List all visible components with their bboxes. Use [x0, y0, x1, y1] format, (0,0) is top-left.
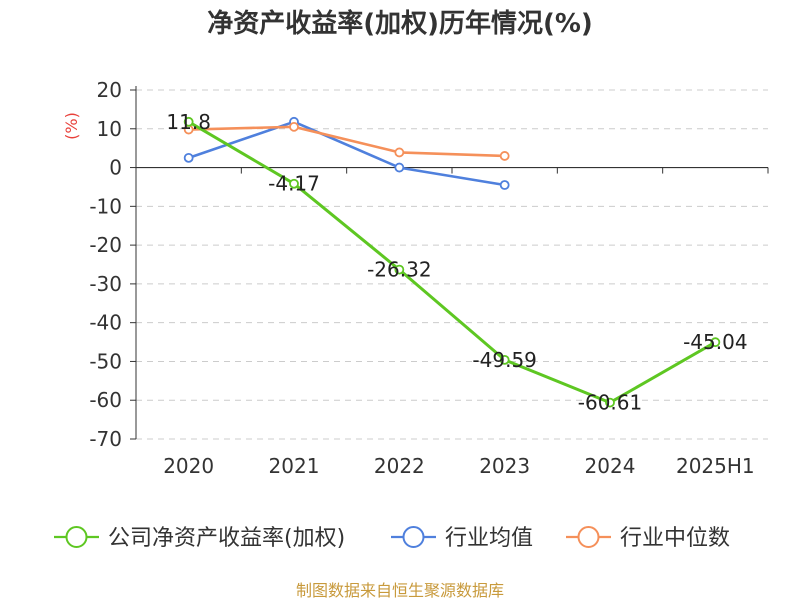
legend-label: 公司净资产收益率(加权) [108, 526, 345, 551]
y-axis-unit: (%) [62, 112, 81, 140]
data-point [394, 147, 405, 158]
axes [135, 86, 769, 439]
y-tick-label: -20 [89, 233, 122, 257]
data-point [289, 121, 299, 132]
x-tick-label: 2025H1 [676, 454, 755, 478]
data-label: -4.17 [268, 172, 320, 196]
x-tick-label: 2020 [163, 454, 214, 478]
legend-marker [402, 526, 425, 548]
series-line-1 [188, 120, 505, 187]
series-group [183, 116, 721, 408]
x-tick-label: 2024 [585, 454, 636, 478]
data-label: -60.61 [578, 391, 642, 415]
legend-label: 行业中位数 [620, 526, 730, 551]
data-point [394, 264, 405, 275]
x-axis-ticks: 2020 2021 2022 2023 2024 2025H1 [163, 454, 754, 478]
y-tick-label: -40 [89, 311, 122, 335]
data-label: 11.8 [166, 110, 211, 134]
y-tick-label: -10 [89, 194, 122, 218]
y-tick-label: -70 [89, 427, 122, 451]
data-labels: 11.8 -4.17 -26.32 -49.59 -60.61 -45.04 [166, 110, 747, 415]
legend-marker [65, 526, 88, 548]
y-axis-ticks: 20 10 0 -10 -20 -30 -40 -50 -60 -70 [89, 78, 136, 451]
data-point [499, 354, 510, 365]
y-tick-label: -30 [89, 272, 122, 296]
series-line-2 [188, 125, 505, 158]
y-tick-label: 10 [97, 117, 122, 141]
series-line-0 [187, 120, 717, 405]
data-point [183, 152, 194, 163]
y-tick-label: 20 [97, 78, 122, 102]
data-point [183, 116, 194, 127]
y-tick-label: -50 [89, 349, 122, 373]
data-label: -49.59 [472, 348, 536, 372]
legend: 公司净资产收益率(加权) 行业均值 行业中位数 [54, 526, 730, 551]
data-point [499, 151, 510, 161]
data-point [710, 337, 721, 348]
legend-label: 行业均值 [445, 526, 533, 551]
data-point [605, 397, 615, 408]
x-tick-label: 2021 [269, 454, 320, 478]
legend-marker [577, 526, 600, 548]
data-source: 制图数据来自恒生聚源数据库 [296, 581, 504, 600]
data-point [394, 162, 405, 173]
data-label: -26.32 [367, 258, 431, 282]
data-point [499, 180, 510, 190]
data-point [289, 178, 299, 189]
data-label: -45.04 [683, 330, 747, 354]
x-tick-label: 2023 [479, 454, 530, 478]
y-tick-label: 0 [109, 156, 122, 180]
y-tick-label: -60 [89, 388, 122, 412]
chart-title: 净资产收益率(加权)历年情况(%) [207, 8, 593, 39]
x-tick-label: 2022 [374, 454, 425, 478]
